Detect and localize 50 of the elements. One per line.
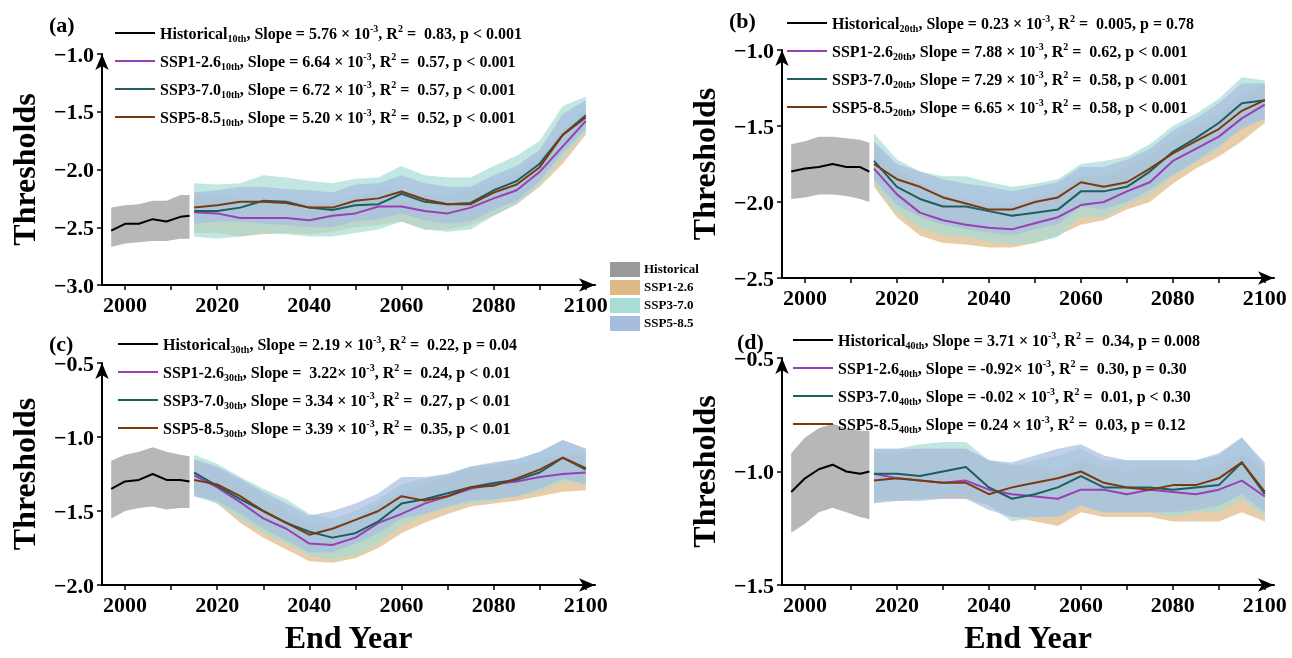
- y-tick-label: −1.0: [733, 37, 774, 63]
- x-tick-label: 2060: [379, 591, 424, 617]
- y-axis-title: Thresholds: [686, 395, 722, 548]
- x-tick-label: 2040: [966, 591, 1011, 617]
- x-tick-label: 2000: [782, 284, 827, 310]
- x-tick-label: 2080: [471, 291, 516, 317]
- x-axis-title: End Year: [284, 619, 413, 655]
- x-tick-label: 2000: [103, 291, 148, 317]
- chart-title: (a): [49, 11, 75, 37]
- category-label: SSP3-7.0: [644, 297, 694, 313]
- x-tick-label: 2040: [287, 291, 332, 317]
- x-tick-label: 2080: [1150, 591, 1195, 617]
- x-tick-label: 2020: [195, 291, 240, 317]
- x-tick-label: 2020: [195, 591, 240, 617]
- category-label: SSP1-2.6: [644, 279, 694, 295]
- y-axis-title: Thresholds: [686, 87, 722, 241]
- x-tick-label: 2100: [563, 291, 608, 317]
- y-axis-title: Thresholds: [6, 93, 42, 246]
- x-tick-label: 2060: [1058, 591, 1103, 617]
- y-tick-label: −1.0: [53, 41, 94, 67]
- x-tick-label: 2020: [874, 591, 919, 617]
- x-tick-label: 2000: [103, 591, 148, 617]
- x-tick-label: 2100: [1242, 591, 1287, 617]
- y-tick-label: −1.5: [733, 113, 774, 139]
- y-tick-label: −2.0: [53, 572, 94, 598]
- y-tick-label: −2.5: [53, 214, 94, 240]
- category-label: Historical: [644, 261, 699, 277]
- y-tick-label: −1.5: [53, 99, 94, 125]
- chart-title: (b): [729, 7, 756, 33]
- x-tick-label: 2040: [966, 284, 1011, 310]
- x-axis-title: End Year: [964, 619, 1092, 655]
- y-tick-label: −1.5: [53, 498, 94, 524]
- y-tick-label: −2.0: [733, 189, 774, 215]
- x-tick-label: 2100: [1242, 284, 1287, 310]
- x-tick-label: 2100: [563, 591, 608, 617]
- x-tick-label: 2040: [287, 591, 332, 617]
- y-tick-label: −1.0: [733, 459, 774, 484]
- y-axis-title: Thresholds: [6, 397, 42, 551]
- y-tick-label: −1.5: [733, 572, 774, 598]
- y-tick-label: −1.0: [53, 424, 94, 450]
- x-tick-label: 2080: [471, 591, 516, 617]
- x-tick-label: 2060: [379, 291, 424, 317]
- x-tick-label: 2020: [874, 284, 919, 310]
- x-tick-label: 2080: [1150, 284, 1195, 310]
- y-tick-label: −3.0: [53, 272, 94, 298]
- x-tick-label: 2000: [782, 591, 827, 617]
- y-tick-label: −2.5: [733, 265, 774, 291]
- y-tick-label: −2.0: [53, 157, 94, 182]
- x-tick-label: 2060: [1058, 284, 1103, 310]
- category-label: SSP5-8.5: [644, 315, 694, 331]
